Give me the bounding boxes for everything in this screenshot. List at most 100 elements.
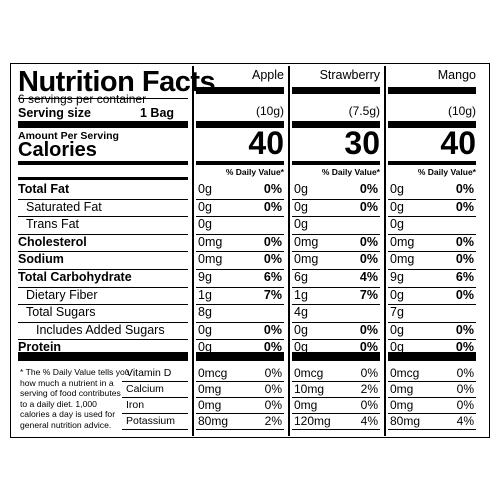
column-calories: 40 xyxy=(440,125,476,161)
footnote-line: calories a day is used for xyxy=(20,409,116,419)
vitamin-amount: 0mg xyxy=(198,398,222,412)
dv-header: % Daily Value* xyxy=(417,167,476,177)
column-header-bar xyxy=(196,87,284,94)
row-divider xyxy=(292,357,380,358)
nutrient-amount: 0g xyxy=(294,182,308,196)
calories-divider-bar xyxy=(18,161,188,165)
row-divider xyxy=(196,286,284,288)
nutrient-dv: 0% xyxy=(455,199,474,214)
vitamin-dv: 4% xyxy=(456,414,474,428)
nutrient-amount: 0mg xyxy=(390,234,415,249)
servings-per-container: 6 servings per container xyxy=(18,92,147,106)
nutrient-amount: 0g xyxy=(390,340,404,355)
vitamin-dv: 2% xyxy=(264,414,282,428)
row-divider xyxy=(18,321,188,323)
vitamin-divider xyxy=(292,381,380,382)
serving-size-label: Serving size xyxy=(18,106,91,120)
nutrient-dv: 0% xyxy=(455,252,474,267)
row-divider xyxy=(196,251,284,253)
nutrient-amount: 1g xyxy=(198,287,212,302)
footnote-line: to a daily diet. 1,000 xyxy=(20,398,97,409)
nutrient-amount: 0g xyxy=(294,322,308,337)
row-divider xyxy=(196,198,284,200)
vitamin-amount: 0mcg xyxy=(198,366,228,380)
nutrient-amount: 0mg xyxy=(294,252,319,267)
row-divider xyxy=(388,233,476,235)
vitamin-amount: 0mg xyxy=(390,398,414,412)
row-divider xyxy=(18,357,188,358)
vitamin-amount: 0mg xyxy=(390,382,414,396)
vitamin-dv: 0% xyxy=(360,366,378,380)
nutrient-amount: 0g xyxy=(390,182,404,196)
nutrient-label: Trans Fat xyxy=(26,217,80,232)
vitamin-dv: 0% xyxy=(456,366,474,380)
vitamin-divider xyxy=(196,397,284,398)
nutrient-amount: 7g xyxy=(390,305,404,320)
nutrient-amount: 1g xyxy=(294,287,308,302)
nutrient-dv: 6% xyxy=(455,270,474,284)
row-divider xyxy=(388,304,476,306)
row-divider xyxy=(18,304,188,306)
vitamin-dv: 2% xyxy=(360,382,378,396)
dv-header: % Daily Value* xyxy=(225,167,284,177)
row-divider xyxy=(196,321,284,323)
vitamin-label: Vitamin D xyxy=(126,367,172,379)
nutrient-dv: 7% xyxy=(263,287,282,302)
vitamin-divider xyxy=(196,381,284,382)
nutrient-dv: 0% xyxy=(455,287,474,302)
column-calories: 30 xyxy=(344,125,380,161)
footnote-line: how much a nutrient in a xyxy=(20,377,114,388)
nutrient-label: Protein xyxy=(18,340,62,355)
nutrient-label: Saturated Fat xyxy=(26,199,102,214)
nutrient-dv: 0% xyxy=(263,234,282,249)
nutrient-dv: 0% xyxy=(263,340,282,355)
column-serving-bar xyxy=(388,121,476,128)
vitamin-divider xyxy=(196,413,284,414)
nutrient-amount: 0g xyxy=(198,322,212,337)
nutrient-amount: 0g xyxy=(390,217,404,232)
column-header-strawberry: Strawberry xyxy=(319,68,380,82)
vitamin-divider xyxy=(388,381,476,382)
nutrient-dv: 0% xyxy=(263,252,282,267)
column-calories: 40 xyxy=(248,125,284,161)
vitamin-label: Potassium xyxy=(126,415,176,427)
nutrient-label: Total Sugars xyxy=(26,305,96,320)
vitamin-amount: 0mg xyxy=(198,382,222,396)
column-separator xyxy=(288,66,290,436)
nutrient-label: Sodium xyxy=(18,252,64,267)
vitamin-divider xyxy=(292,397,380,398)
vitamin-amount: 120mg xyxy=(294,414,331,428)
nutrient-amount: 0mg xyxy=(198,234,223,249)
vitamin-divider xyxy=(388,429,476,430)
vitamin-amount: 0mg xyxy=(294,398,318,412)
vitamin-dv: 0% xyxy=(264,398,282,412)
nutrient-amount: 0g xyxy=(294,217,308,232)
nutrition-facts-panel xyxy=(10,63,490,438)
column-serving-size: (7.5g) xyxy=(348,104,380,118)
nutrient-dv: 7% xyxy=(359,287,378,302)
row-divider xyxy=(292,286,380,288)
nutrient-amount: 4g xyxy=(294,305,308,320)
row-divider xyxy=(292,216,380,218)
vitamin-dv: 0% xyxy=(456,398,474,412)
column-serving-size: (10g) xyxy=(447,104,476,118)
nutrient-dv: 0% xyxy=(359,340,378,355)
nutrient-amount: 0g xyxy=(294,340,308,355)
nutrient-amount: 9g xyxy=(390,270,404,284)
column-protein-bar xyxy=(196,352,284,361)
row-divider xyxy=(196,233,284,235)
row-divider xyxy=(388,269,476,270)
nutrient-dv: 0% xyxy=(455,322,474,337)
row-divider xyxy=(292,198,380,200)
nutrient-amount: 0g xyxy=(390,287,404,302)
amount-per-serving: Amount Per Serving xyxy=(18,130,119,142)
column-calories-bar xyxy=(196,161,284,165)
nutrient-amount: 9g xyxy=(198,270,212,284)
vitamin-amount: 10mg xyxy=(294,382,325,396)
nutrient-dv: 0% xyxy=(455,234,474,249)
nutrient-dv: 0% xyxy=(263,322,282,337)
nutrient-dv: 6% xyxy=(263,270,282,284)
column-header-bar xyxy=(292,87,380,94)
row-divider xyxy=(196,339,284,341)
vitamin-amount: 80mg xyxy=(198,414,229,428)
